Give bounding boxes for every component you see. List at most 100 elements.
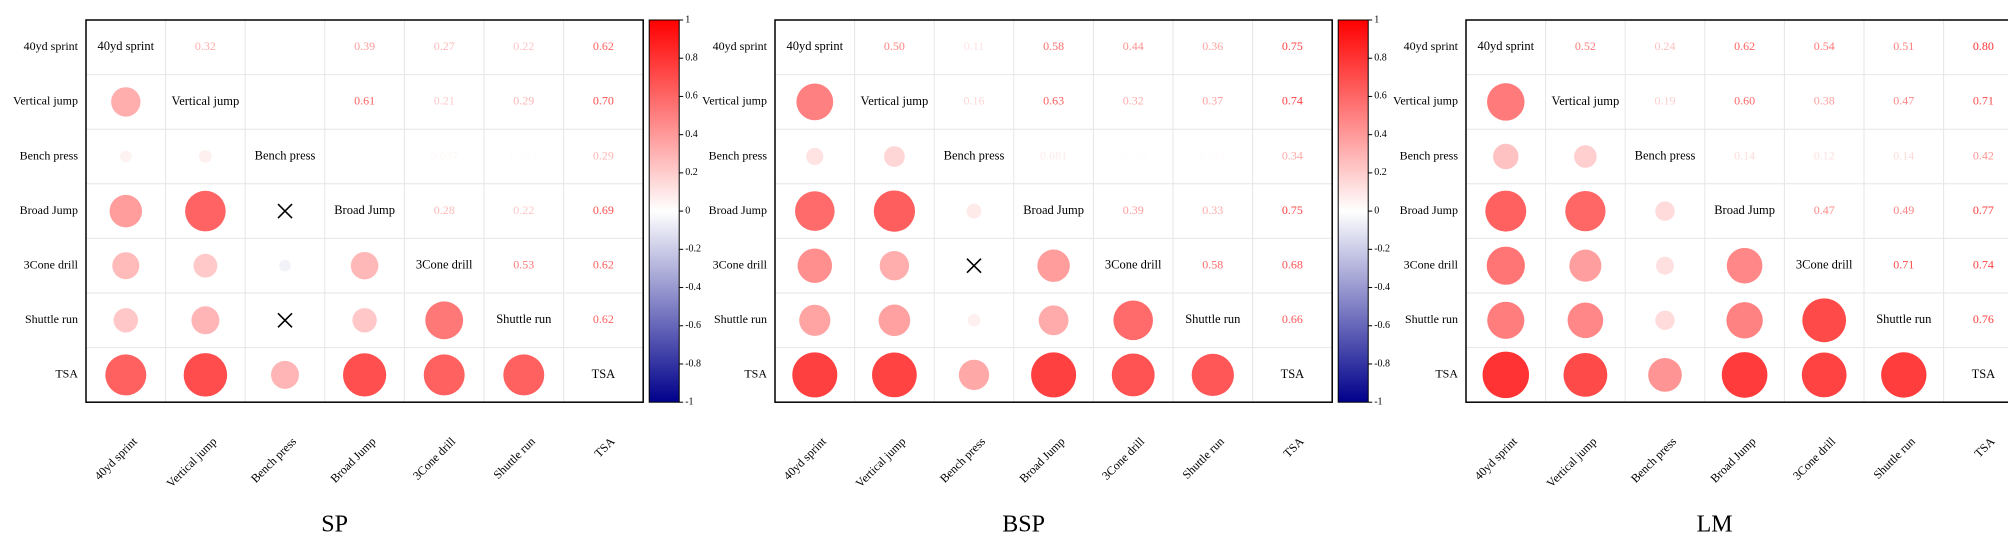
coefficient-label: 0.58 xyxy=(1202,257,1223,271)
diagonal-label: Vertical jump xyxy=(1552,94,1620,108)
colorbar-tick-label: 1 xyxy=(685,14,690,25)
coefficient-label: 0.22 xyxy=(513,39,534,53)
column-label: 3Cone drill xyxy=(1099,434,1148,483)
correlation-circle xyxy=(1721,352,1768,398)
correlation-circle xyxy=(1482,351,1530,399)
column-label: Vertical jump xyxy=(1544,434,1600,490)
coefficient-label: 0.14 xyxy=(1734,148,1755,162)
panel-lm: 40yd sprint 40yd sprint Vertical jump Verti… xyxy=(1393,19,2008,538)
coefficient-label: 0.74 xyxy=(1973,257,1994,271)
colorbar-tick-label: 0 xyxy=(685,205,690,216)
correlation-circle xyxy=(958,359,990,391)
diagonal-label: Broad Jump xyxy=(1023,203,1084,217)
column-label: TSA xyxy=(592,434,618,460)
panel-sp: 40yd sprint 40yd sprint Vertical jump Verti… xyxy=(13,14,701,537)
coefficient-label: 0.42 xyxy=(1973,148,1994,162)
colorbar xyxy=(648,19,680,403)
correlation-circle xyxy=(884,146,905,167)
coefficient-label: 0.11 xyxy=(964,39,985,53)
row-label: Broad Jump xyxy=(20,203,78,217)
coefficient-label: 0.36 xyxy=(1202,39,1223,53)
diagonal-label: Vertical jump xyxy=(861,94,929,108)
correlation-circle xyxy=(966,203,982,219)
correlation-circle xyxy=(1031,352,1077,398)
correlation-circle xyxy=(350,251,379,280)
column-label: TSA xyxy=(1972,434,1998,460)
coefficient-label: 0.62 xyxy=(593,39,614,53)
correlation-circle xyxy=(872,352,917,398)
row-label: Bench press xyxy=(20,148,79,162)
colorbar-tick-label: -0.6 xyxy=(685,320,701,331)
correlation-circle xyxy=(1569,249,1602,282)
correlation-circle xyxy=(193,253,218,278)
diagonal-label: Shuttle run xyxy=(1876,312,1932,326)
correlation-circle xyxy=(279,259,291,272)
column-label: Bench press xyxy=(1628,434,1679,485)
correlation-circle xyxy=(797,248,833,283)
colorbar-tick-label: -0.8 xyxy=(685,358,701,369)
coefficient-label: 0.24 xyxy=(1655,39,1676,53)
coefficient-label: 0.47 xyxy=(1893,94,1914,108)
non-significant-mark xyxy=(277,312,293,328)
colorbar-tick-label: 0 xyxy=(1374,205,1379,216)
correlation-circle xyxy=(794,191,835,231)
correlation-circle xyxy=(879,250,910,281)
diagonal-label: Vertical jump xyxy=(172,94,240,108)
panel-bsp: 40yd sprint 40yd sprint Vertical jump Verti… xyxy=(702,14,1390,537)
colorbar-tick-label: 0.2 xyxy=(685,167,698,178)
coefficient-label: 0.50 xyxy=(884,39,905,53)
coefficient-label: 0.49 xyxy=(1893,203,1914,217)
row-label: 40yd sprint xyxy=(1404,39,1459,53)
coefficient-label: 0.71 xyxy=(1973,94,1994,108)
coefficient-label: 0.80 xyxy=(1973,39,1994,53)
correlation-circle xyxy=(270,360,300,389)
correlation-circle xyxy=(1655,201,1675,221)
coefficient-label: 0.70 xyxy=(593,94,614,108)
column-label: 40yd sprint xyxy=(92,434,141,483)
coefficient-label: 0.39 xyxy=(354,39,375,53)
column-label: 3Cone drill xyxy=(410,434,459,483)
row-label: 3Cone drill xyxy=(713,257,768,271)
correlation-circle xyxy=(111,87,141,117)
correlation-circle xyxy=(1487,301,1525,339)
row-label: Shuttle run xyxy=(714,312,767,326)
column-label: Broad Jump xyxy=(1017,434,1068,485)
correlation-circle xyxy=(1037,249,1070,282)
correlation-circle xyxy=(1565,190,1606,232)
correlation-circle xyxy=(352,308,377,333)
correlation-circle xyxy=(113,308,138,333)
coefficient-label: 0.32 xyxy=(1123,94,1144,108)
coefficient-label: 0.61 xyxy=(354,94,375,108)
coefficient-label: 0.62 xyxy=(593,312,614,326)
coefficient-label: 0.38 xyxy=(1814,94,1835,108)
row-label: Vertical jump xyxy=(702,94,767,108)
diagonal-label: 40yd sprint xyxy=(786,39,843,53)
row-label: Broad Jump xyxy=(1400,203,1458,217)
panel-title: SP xyxy=(321,512,348,538)
row-label: 40yd sprint xyxy=(713,39,768,53)
colorbar-tick-label: 0.8 xyxy=(685,53,698,64)
coefficient-label: 0.39 xyxy=(1123,203,1144,217)
correlation-circle xyxy=(423,354,465,396)
coefficient-label: 0.008 xyxy=(272,94,299,108)
diagonal-label: Bench press xyxy=(255,148,316,162)
correlation-circle xyxy=(1655,256,1675,275)
coefficient-label: 0.54 xyxy=(1814,39,1835,53)
coefficient-label: 0.44 xyxy=(1123,39,1144,53)
colorbar-tick-label: -1 xyxy=(1374,396,1382,407)
column-label: Broad Jump xyxy=(328,434,379,485)
colorbar-tick-label: 0.6 xyxy=(1374,91,1387,102)
diagonal-label: Shuttle run xyxy=(496,312,552,326)
diagonal-label: TSA xyxy=(1972,367,1996,381)
colorbar-tick-label: -0.6 xyxy=(1374,320,1390,331)
correlation-circle xyxy=(1574,145,1597,168)
colorbar-tick-label: 1 xyxy=(1374,14,1379,25)
correlation-circle xyxy=(191,306,220,335)
correlation-circle xyxy=(1726,247,1763,284)
plot-border xyxy=(1465,19,2008,403)
row-label: Broad Jump xyxy=(709,203,767,217)
row-label: 3Cone drill xyxy=(1404,257,1459,271)
correlation-circle xyxy=(806,147,824,166)
correlation-circle xyxy=(799,304,831,336)
correlation-circle xyxy=(1802,298,1847,343)
